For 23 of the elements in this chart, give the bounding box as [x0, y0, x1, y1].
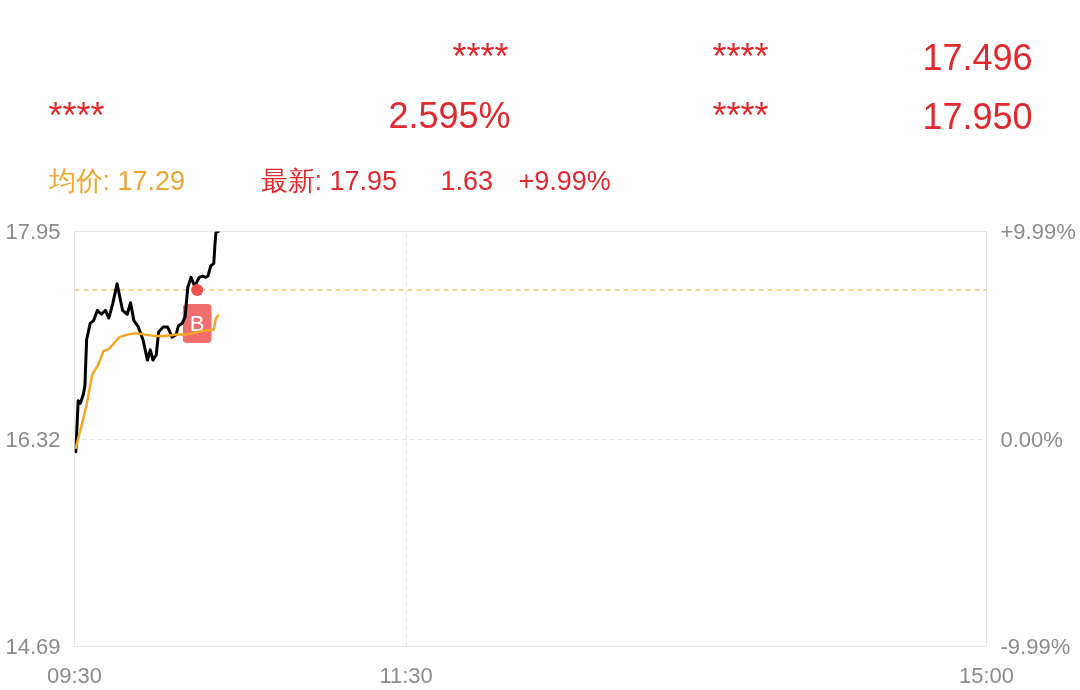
- text: 均价: 17.29: [47, 165, 186, 196]
- text: 最新: 17.95: [260, 165, 398, 196]
- x-tick-label: 15:00: [958, 662, 1015, 688]
- text: ****: [452, 36, 509, 77]
- text: ****: [712, 36, 769, 77]
- text: ****: [712, 95, 769, 136]
- y-tick-label: 14.69: [5, 634, 61, 659]
- y-tick-label: 16.32: [5, 426, 61, 452]
- text: ****: [48, 95, 105, 136]
- text: +9.99%: [518, 165, 611, 196]
- annotation: B: [189, 311, 205, 337]
- x-tick-label: 09:30: [46, 662, 103, 688]
- y2-tick-label: 0.00%: [1000, 426, 1063, 452]
- x-tick-label: 11:30: [379, 662, 433, 688]
- line-series: [74, 231, 220, 454]
- text: 17.950: [922, 95, 1033, 137]
- text: 17.496: [922, 36, 1033, 78]
- y2-tick-label: -9.99%: [1000, 634, 1071, 659]
- text: 1.63: [440, 166, 494, 196]
- y2-tick-label: +9.99%: [1000, 219, 1076, 244]
- line-series: [74, 314, 220, 450]
- y-tick-label: 17.95: [5, 219, 61, 244]
- text: 2.595%: [388, 95, 511, 136]
